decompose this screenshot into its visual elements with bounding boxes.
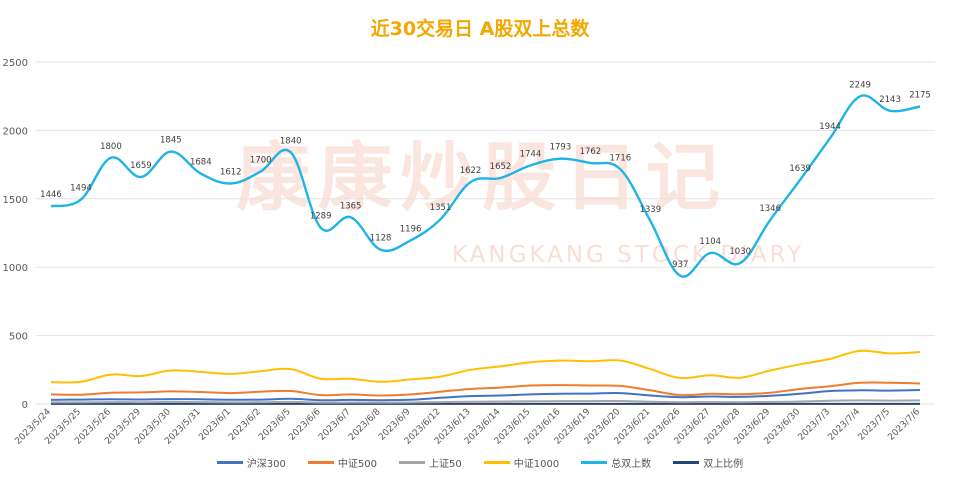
watermark-subtext: KANGKANG STOCK DIARY xyxy=(452,242,805,268)
legend-label: 上证50 xyxy=(429,459,462,470)
data-label: 1744 xyxy=(520,149,542,159)
data-label: 1612 xyxy=(220,167,242,177)
x-tick-label: 2023/7/6 xyxy=(886,407,922,443)
series-line xyxy=(51,399,921,404)
series-line xyxy=(50,381,921,397)
legend-label: 中证500 xyxy=(337,459,377,470)
data-label: 1289 xyxy=(310,212,332,222)
legend-item: 中证500 xyxy=(307,455,377,470)
data-label: 1700 xyxy=(250,155,272,165)
data-label: 1494 xyxy=(70,184,92,194)
data-label: 1944 xyxy=(819,122,841,132)
y-tick-label: 500 xyxy=(9,332,28,343)
data-label: 2249 xyxy=(849,80,871,90)
data-label: 1762 xyxy=(580,147,602,157)
legend-item: 双上比例 xyxy=(673,455,743,470)
legend-swatch xyxy=(483,461,510,464)
chart-title: 近30交易日 A股双上总数 xyxy=(370,18,590,40)
legend-label: 沪深300 xyxy=(246,459,286,470)
data-label: 1346 xyxy=(759,204,781,214)
data-label: 1128 xyxy=(370,234,392,244)
y-tick-label: 1500 xyxy=(3,195,28,206)
data-label: 1639 xyxy=(789,164,811,174)
legend-swatch xyxy=(216,461,243,464)
chart-legend: 沪深300 中证500 上证50 中证1000 总双上数 双上比例 xyxy=(0,455,960,470)
data-label: 2143 xyxy=(879,95,901,105)
data-label: 1339 xyxy=(639,205,661,215)
legend-item: 沪深300 xyxy=(216,455,286,470)
data-label: 1793 xyxy=(550,143,572,153)
legend-label: 中证1000 xyxy=(513,459,560,470)
legend-label: 总双上数 xyxy=(611,459,652,470)
legend-swatch xyxy=(581,461,608,464)
data-label: 1684 xyxy=(190,158,212,168)
series-line xyxy=(50,349,921,384)
legend-item: 上证50 xyxy=(399,455,462,470)
data-label: 1800 xyxy=(100,142,122,152)
legend-item: 中证1000 xyxy=(483,455,560,470)
data-label: 1622 xyxy=(460,166,482,176)
data-label: 1652 xyxy=(490,162,512,172)
data-label: 1030 xyxy=(729,247,751,257)
series-line xyxy=(50,94,921,278)
y-tick-label: 1000 xyxy=(3,263,28,274)
data-label: 1840 xyxy=(280,136,302,146)
data-label: 937 xyxy=(672,260,688,270)
legend-swatch xyxy=(673,461,700,464)
legend-swatch xyxy=(307,461,334,464)
data-label: 1845 xyxy=(160,136,182,146)
series-line xyxy=(50,389,921,402)
data-label: 1351 xyxy=(430,203,452,213)
y-tick-label: 0 xyxy=(22,400,28,411)
legend-label: 双上比例 xyxy=(703,459,744,470)
data-label: 1365 xyxy=(340,201,362,211)
data-label: 1659 xyxy=(130,161,152,171)
y-tick-label: 2500 xyxy=(3,58,28,69)
data-label: 1196 xyxy=(400,224,422,234)
legend-item: 总双上数 xyxy=(581,455,651,470)
data-label: 1716 xyxy=(610,153,632,163)
y-tick-label: 2000 xyxy=(3,126,28,137)
data-label: 2175 xyxy=(909,90,931,100)
data-label: 1104 xyxy=(699,237,721,247)
legend-swatch xyxy=(399,461,425,464)
data-label: 1446 xyxy=(40,190,62,200)
